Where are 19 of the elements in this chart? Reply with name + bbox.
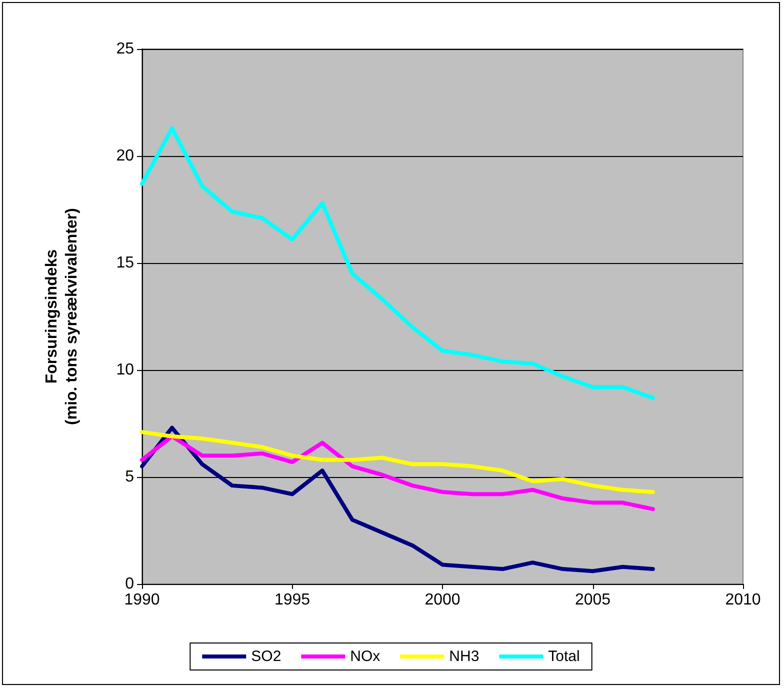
legend-label: NH3 xyxy=(449,648,480,665)
x-tick-label: 1990 xyxy=(124,592,160,608)
y-tick-label: 5 xyxy=(125,468,134,486)
x-tick-label: 2005 xyxy=(574,592,611,608)
y-tick-label: 20 xyxy=(116,148,134,164)
x-tick-label: 2000 xyxy=(424,592,460,608)
legend-label: SO2 xyxy=(251,648,282,665)
line-series xyxy=(140,426,655,574)
legend-label: NOx xyxy=(350,648,381,665)
legend-label: Total xyxy=(548,648,580,665)
y-axis-title: Forsuringsindeks (mio. tons syreækvivalenter) xyxy=(44,208,80,425)
line-series xyxy=(140,126,655,400)
x-tick-label: 2010 xyxy=(725,592,761,608)
y-tick-label: 25 xyxy=(116,40,134,58)
line-series xyxy=(140,430,655,494)
y-tick-label: 0 xyxy=(125,576,134,592)
y-tick-label: 15 xyxy=(116,254,134,272)
x-tick-label: 1995 xyxy=(274,592,310,608)
y-tick-label: 10 xyxy=(116,362,134,378)
